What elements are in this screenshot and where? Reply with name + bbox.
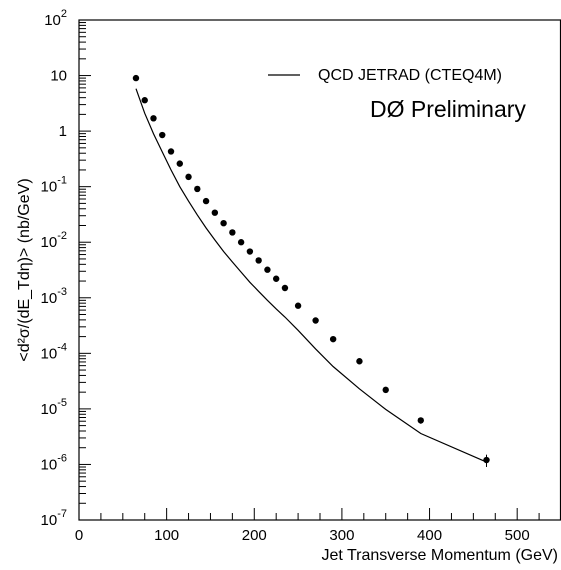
data-point <box>356 358 363 365</box>
x-axis-ticks: 0 100 200 300 400 500 <box>75 508 561 544</box>
data-point <box>132 74 140 82</box>
x-tick-label: 0 <box>75 527 83 544</box>
y-axis-label: <d²σ/(dE_Tdη)> (nb/GeV) <box>16 178 33 361</box>
y-tick-label: 10-2 <box>41 230 67 251</box>
data-point <box>185 173 192 181</box>
data-point <box>272 275 280 282</box>
y-tick-label: 10-3 <box>41 286 67 307</box>
x-tick-label: 100 <box>154 527 179 544</box>
x-tick-label: 300 <box>329 527 354 544</box>
legend: QCD JETRAD (CTEQ4M) <box>268 67 502 84</box>
data-point <box>167 148 175 155</box>
data-point <box>237 239 245 246</box>
x-tick-label: 400 <box>417 527 442 544</box>
data-point <box>329 335 337 343</box>
data-point <box>159 131 166 139</box>
data-point <box>194 185 201 193</box>
data-point <box>220 219 227 227</box>
y-tick-label: 10-5 <box>41 397 67 418</box>
y-tick-label: 10-6 <box>41 452 67 473</box>
y-tick-label: 10-1 <box>41 175 67 196</box>
data-point <box>229 229 236 236</box>
y-tick-label: 10 <box>50 68 67 85</box>
data-point <box>150 115 157 122</box>
y-tick-label: 1 <box>59 123 67 140</box>
y-tick-label: 10-4 <box>41 341 67 362</box>
x-tick-label: 500 <box>505 527 530 544</box>
series-line-qcd-jetrad <box>135 88 487 463</box>
plot-border <box>78 19 561 521</box>
data-point <box>264 266 271 273</box>
data-point <box>255 257 262 264</box>
data-point <box>176 160 183 167</box>
y-axis-ticks: 10-7 10-6 10-5 10-4 10-3 10-2 10-1 1 10 102 <box>41 8 91 529</box>
data-point <box>281 284 289 292</box>
data-point <box>483 456 490 464</box>
data-point <box>382 386 389 394</box>
plot-frame <box>78 19 561 521</box>
legend-label-qcd-jetrad: QCD JETRAD (CTEQ4M) <box>318 67 502 84</box>
x-axis-label: Jet Transverse Momentum (GeV) <box>321 547 558 564</box>
data-point <box>417 417 424 424</box>
annotation-d0-preliminary: DØ Preliminary <box>370 96 526 122</box>
data-point <box>202 197 210 205</box>
data-point <box>141 97 148 104</box>
data-point <box>294 302 302 309</box>
y-tick-label: 10-7 <box>41 508 67 529</box>
x-tick-label: 200 <box>242 527 267 544</box>
series-layer <box>132 74 490 467</box>
data-point <box>246 248 254 255</box>
data-point <box>312 317 319 324</box>
data-point <box>211 209 219 216</box>
y-tick-label: 102 <box>44 8 67 29</box>
